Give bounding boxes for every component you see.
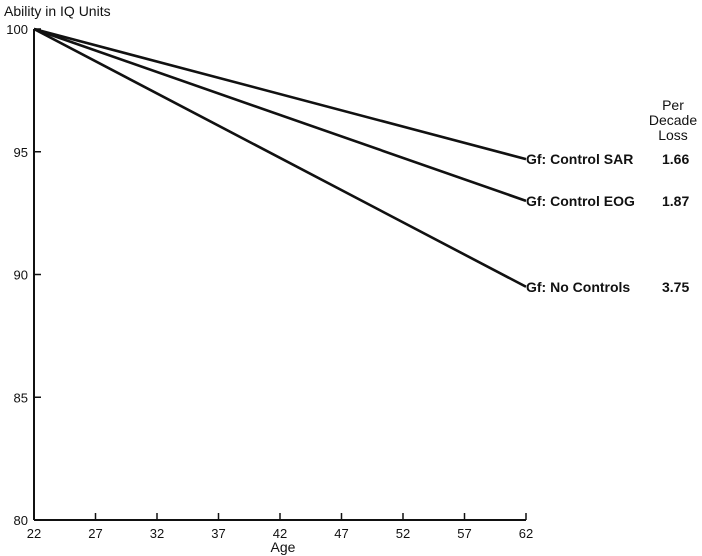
- per-decade-loss-value: 3.75: [662, 279, 689, 295]
- loss-header: Per Decade Loss: [649, 97, 697, 143]
- series-labels: Gf: Control SAR 1.66 Gf: Control EOG 1.87 Gf…: [526, 151, 689, 295]
- loss-header-line-3: Loss: [658, 127, 688, 143]
- y-tick-label: 85: [14, 390, 28, 405]
- x-tick-label: 42: [273, 526, 287, 541]
- x-tick-label: 52: [396, 526, 410, 541]
- x-tick-label: 47: [334, 526, 348, 541]
- y-tick-label: 90: [14, 268, 28, 283]
- x-tick-label: 57: [457, 526, 471, 541]
- loss-header-line-2: Decade: [649, 112, 697, 128]
- series-lines: [33, 27, 527, 288]
- y-axis-title: Ability in IQ Units: [4, 3, 111, 19]
- series-label: Gf: No Controls: [526, 279, 630, 295]
- y-ticks: 80 85 90 95 100: [6, 22, 41, 528]
- per-decade-loss-value: 1.66: [662, 151, 689, 167]
- x-tick-label: 62: [519, 526, 533, 541]
- series-label: Gf: Control SAR: [526, 151, 633, 167]
- x-tick-label: 32: [150, 526, 164, 541]
- loss-header-line-1: Per: [662, 97, 684, 113]
- per-decade-loss-value: 1.87: [662, 193, 689, 209]
- x-tick-label: 37: [211, 526, 225, 541]
- y-tick-label: 95: [14, 145, 28, 160]
- y-tick-label: 80: [14, 513, 28, 528]
- y-tick-label: 100: [6, 22, 28, 37]
- series-line: [33, 27, 527, 161]
- series-label: Gf: Control EOG: [526, 193, 635, 209]
- x-tick-label: 22: [27, 526, 41, 541]
- series-line: [33, 27, 527, 203]
- series-line: [33, 27, 527, 288]
- x-tick-label: 27: [88, 526, 102, 541]
- x-ticks: 22 27 32 37 42 47 52 57 62: [27, 513, 533, 541]
- x-axis-title: Age: [271, 539, 296, 555]
